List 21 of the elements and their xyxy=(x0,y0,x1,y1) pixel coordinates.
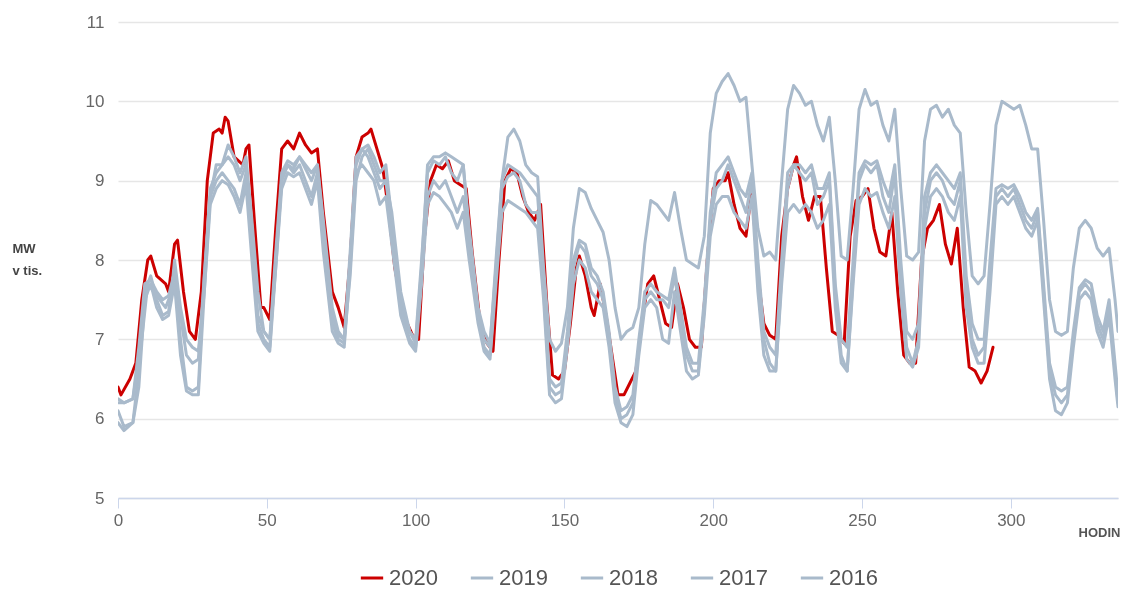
y-tick-label: 9 xyxy=(95,171,105,191)
y-tick-label: 10 xyxy=(85,91,105,111)
y-tick-label: 6 xyxy=(95,409,105,429)
x-tick-label: 50 xyxy=(257,510,277,530)
x-tick-label: 0 xyxy=(113,510,124,530)
x-tick-label: 300 xyxy=(997,510,1026,530)
y-tick-label: 11 xyxy=(86,12,105,32)
y-tick-label: 7 xyxy=(95,329,105,349)
legend-label: 2016 xyxy=(829,565,878,590)
y-axis-title: MW v tis. xyxy=(12,240,43,278)
legend-label: 2017 xyxy=(719,565,768,590)
y-tick-label: 5 xyxy=(95,488,105,508)
y-tick-label: 8 xyxy=(95,250,105,270)
legend-label: 2020 xyxy=(389,565,438,590)
x-tick-label: 200 xyxy=(699,510,728,530)
legend-label: 2018 xyxy=(609,565,658,590)
x-tick-label: 100 xyxy=(401,510,431,530)
x-axis-title: HODIN xyxy=(1078,524,1121,540)
legend-label: 2019 xyxy=(499,565,548,590)
x-tick-label: 250 xyxy=(848,510,877,530)
x-tick-label: 150 xyxy=(550,510,580,530)
